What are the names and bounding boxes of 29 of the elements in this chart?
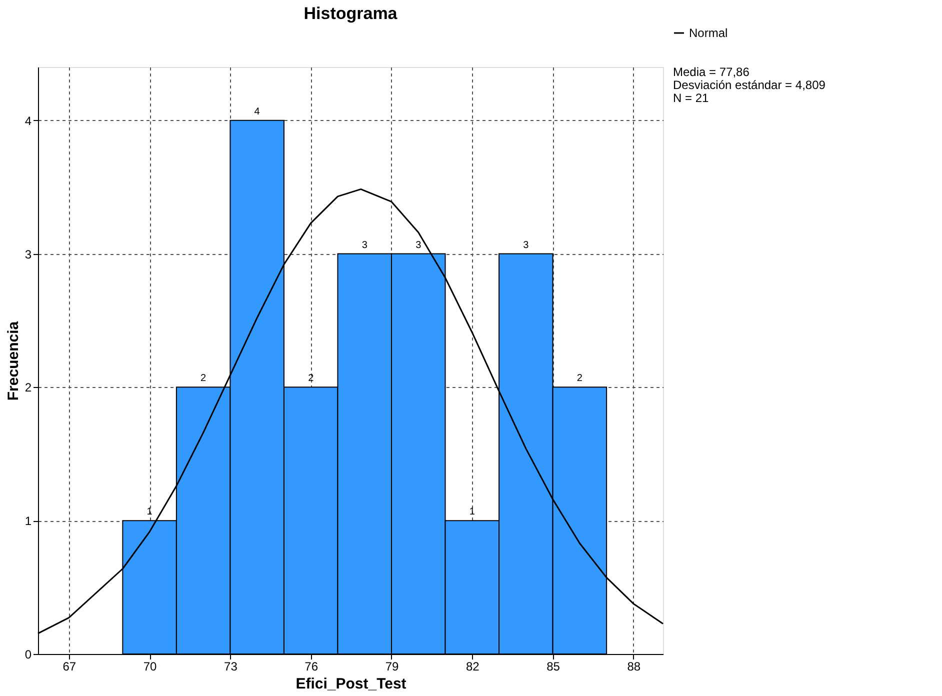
data-label: 2 bbox=[576, 373, 583, 384]
data-label: 2 bbox=[308, 373, 314, 384]
data-label: 4 bbox=[254, 106, 260, 118]
text: Desviación estándar = 4,809 bbox=[673, 78, 826, 92]
data-label: 1 bbox=[146, 506, 153, 518]
y-tick-label: 3 bbox=[24, 247, 32, 262]
x-tick-label: 82 bbox=[466, 660, 480, 674]
x-tick-label: 73 bbox=[224, 660, 238, 674]
legend-label: Normal bbox=[689, 26, 728, 40]
x-tick-label: 67 bbox=[62, 660, 76, 674]
y-tick-label: 0 bbox=[24, 648, 32, 662]
x-tick-label: 79 bbox=[385, 660, 399, 674]
x-tick-label: 88 bbox=[627, 660, 641, 674]
data-label: 1 bbox=[469, 506, 476, 518]
data-label: 2 bbox=[200, 373, 207, 384]
data-label: 3 bbox=[523, 240, 530, 251]
y-tick-label: 2 bbox=[24, 380, 32, 395]
text: Media = 77,86 bbox=[673, 65, 750, 79]
data-label: 3 bbox=[416, 240, 422, 251]
data-label: 3 bbox=[362, 240, 368, 251]
x-tick-label: 76 bbox=[304, 660, 318, 674]
y-tick-label: 1 bbox=[24, 514, 32, 528]
x-tick-label: 85 bbox=[546, 660, 560, 674]
text: N = 21 bbox=[673, 91, 710, 105]
y-axis-title: Frecuencia bbox=[4, 320, 22, 401]
x-tick-label: 70 bbox=[143, 660, 158, 674]
x-axis-title: Efici_Post_Test bbox=[296, 676, 406, 692]
y-tick-label: 4 bbox=[24, 114, 32, 128]
chart-title: Histograma bbox=[304, 4, 398, 23]
